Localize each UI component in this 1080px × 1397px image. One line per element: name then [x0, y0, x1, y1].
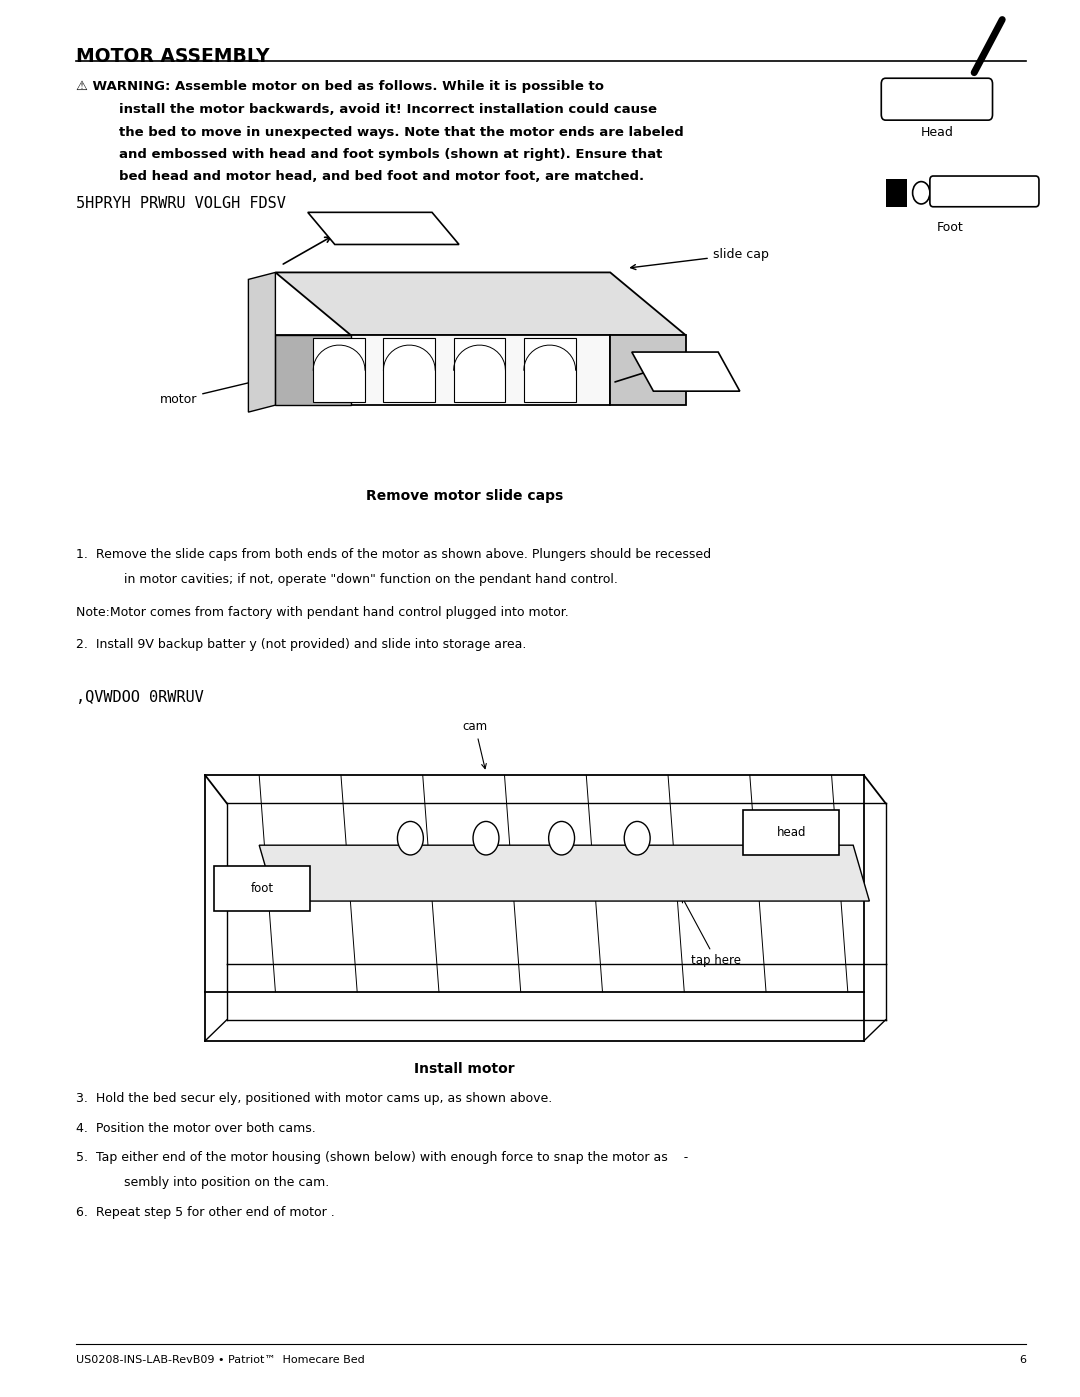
Text: install the motor backwards, avoid it! Incorrect installation could cause: install the motor backwards, avoid it! I…: [119, 103, 657, 116]
Text: in motor cavities; if not, operate "down" function on the pendant hand control.: in motor cavities; if not, operate "down…: [124, 573, 618, 585]
Text: Head: Head: [921, 126, 954, 138]
Text: and embossed with head and foot symbols (shown at right). Ensure that: and embossed with head and foot symbols …: [119, 148, 662, 161]
Text: 2.  Install 9V backup batter y (not provided) and slide into storage area.: 2. Install 9V backup batter y (not provi…: [76, 638, 526, 651]
Polygon shape: [275, 272, 686, 335]
Polygon shape: [610, 335, 686, 405]
Text: sembly into position on the cam.: sembly into position on the cam.: [124, 1176, 329, 1189]
Text: US0208-INS-LAB-RevB09 • Patriot™  Homecare Bed: US0208-INS-LAB-RevB09 • Patriot™ Homecar…: [76, 1355, 364, 1365]
Polygon shape: [275, 335, 351, 405]
Polygon shape: [383, 338, 435, 402]
Polygon shape: [275, 335, 610, 405]
Text: 5HPRYH PRWRU VOLGH FDSV: 5HPRYH PRWRU VOLGH FDSV: [76, 196, 285, 211]
Polygon shape: [259, 845, 869, 901]
Text: motor: motor: [160, 377, 269, 407]
Text: 1.  Remove the slide caps from both ends of the motor as shown above. Plungers s: 1. Remove the slide caps from both ends …: [76, 548, 711, 560]
Polygon shape: [308, 212, 459, 244]
Text: the bed to move in unexpected ways. Note that the motor ends are labeled: the bed to move in unexpected ways. Note…: [119, 126, 684, 138]
Circle shape: [624, 821, 650, 855]
Circle shape: [397, 821, 423, 855]
FancyBboxPatch shape: [886, 179, 907, 207]
Text: foot: foot: [251, 882, 274, 895]
Text: Remove motor slide caps: Remove motor slide caps: [366, 489, 563, 503]
Text: 4.  Position the motor over both cams.: 4. Position the motor over both cams.: [76, 1122, 315, 1134]
Circle shape: [473, 821, 499, 855]
FancyBboxPatch shape: [743, 810, 839, 855]
Text: Foot: Foot: [937, 221, 963, 233]
FancyBboxPatch shape: [930, 176, 1039, 207]
Text: 6: 6: [1020, 1355, 1026, 1365]
Text: 6.  Repeat step 5 for other end of motor .: 6. Repeat step 5 for other end of motor …: [76, 1206, 335, 1218]
Polygon shape: [248, 272, 275, 412]
Text: Note:Motor comes from factory with pendant hand control plugged into motor.: Note:Motor comes from factory with penda…: [76, 606, 568, 619]
FancyBboxPatch shape: [214, 866, 310, 911]
Polygon shape: [632, 352, 740, 391]
Polygon shape: [454, 338, 505, 402]
Text: ,QVWDOO 0RWRUV: ,QVWDOO 0RWRUV: [76, 690, 203, 705]
Text: head: head: [777, 826, 807, 840]
Polygon shape: [524, 338, 576, 402]
FancyBboxPatch shape: [881, 78, 993, 120]
Text: ⚠ WARNING: Assemble motor on bed as follows. While it is possible to: ⚠ WARNING: Assemble motor on bed as foll…: [76, 80, 604, 92]
Circle shape: [549, 821, 575, 855]
Text: MOTOR ASSEMBLY: MOTOR ASSEMBLY: [76, 47, 269, 67]
Text: Install motor: Install motor: [414, 1062, 515, 1076]
Text: 3.  Hold the bed secur ely, positioned with motor cams up, as shown above.: 3. Hold the bed secur ely, positioned wi…: [76, 1092, 552, 1105]
Text: tap here: tap here: [683, 898, 741, 967]
Polygon shape: [313, 338, 365, 402]
Text: slide cap: slide cap: [631, 247, 769, 270]
Text: bed head and motor head, and bed foot and motor foot, are matched.: bed head and motor head, and bed foot an…: [119, 170, 644, 183]
Text: 5.  Tap either end of the motor housing (shown below) with enough force to snap : 5. Tap either end of the motor housing (…: [76, 1151, 688, 1164]
Text: cam: cam: [462, 721, 488, 768]
